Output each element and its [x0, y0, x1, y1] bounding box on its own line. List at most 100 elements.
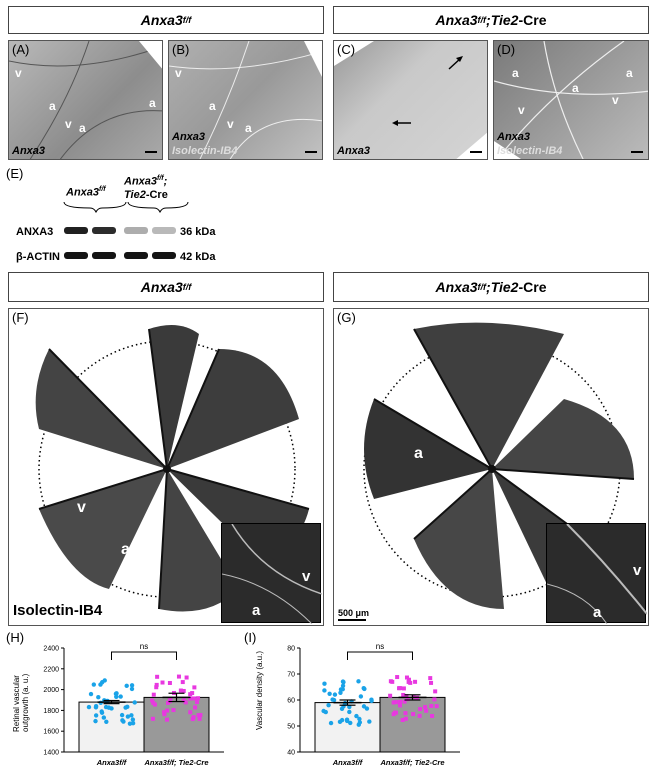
data-point: [188, 692, 193, 697]
data-point: [398, 703, 403, 708]
data-point: [151, 692, 156, 697]
data-point: [192, 685, 197, 690]
data-point: [323, 709, 328, 715]
data-point: [91, 682, 97, 687]
wb-brackets: [63, 201, 189, 214]
data-point: [403, 711, 408, 716]
data-point: [357, 716, 362, 722]
data-point: [176, 674, 181, 679]
data-point: [391, 700, 396, 705]
data-point: [188, 710, 193, 715]
data-point: [125, 704, 130, 710]
wb-band: [92, 252, 116, 259]
data-point: [118, 694, 123, 699]
wb-anxa3-size: 36 kDa: [180, 226, 216, 238]
data-point: [132, 700, 137, 705]
data-point: [337, 719, 343, 725]
panel-d-image: (D) a a a v v Anxa3 Isolectin-IB4: [493, 40, 649, 160]
wb-group-knockout: Anxa3f/f; Tie2-Cre: [124, 175, 168, 201]
data-point: [196, 713, 201, 718]
wb-actin-label: β-ACTIN: [16, 251, 60, 263]
data-point: [434, 704, 439, 709]
y-tick-label: 80: [287, 646, 295, 653]
data-point: [160, 680, 165, 685]
data-point: [162, 712, 167, 717]
panel-i-label: (I): [244, 630, 257, 645]
wb-band: [124, 252, 148, 259]
data-point: [428, 676, 433, 681]
data-point: [400, 717, 405, 722]
panel-b-image: (B) v a v a Anxa3 Isolectin-IB4: [168, 40, 323, 160]
data-point: [406, 679, 411, 684]
wb-blot: [64, 222, 176, 272]
data-point: [113, 691, 119, 697]
data-point: [403, 716, 408, 721]
wb-group-control: Anxa3f/f: [66, 186, 106, 199]
wb-band: [64, 227, 88, 234]
data-point: [424, 708, 429, 713]
data-point: [340, 679, 346, 684]
data-point: [413, 679, 418, 684]
data-point: [432, 697, 437, 702]
panel-g-inset: v a: [546, 523, 647, 624]
y-tick-label: 2200: [43, 666, 59, 673]
y-tick-label: 1400: [43, 750, 59, 757]
data-point: [347, 709, 352, 715]
data-point: [367, 719, 372, 724]
panel-c-image: (C) Anxa3: [333, 40, 488, 160]
data-point: [344, 718, 350, 724]
data-point: [125, 714, 131, 719]
data-point: [99, 710, 105, 715]
data-point: [393, 710, 398, 715]
data-point: [194, 700, 199, 705]
data-point: [395, 675, 400, 680]
y-tick-label: 60: [287, 698, 295, 705]
data-point: [411, 712, 416, 717]
data-point: [338, 687, 344, 692]
data-point: [181, 688, 186, 693]
data-point: [191, 715, 196, 720]
data-point: [101, 715, 107, 720]
data-point: [327, 691, 332, 697]
data-point: [119, 712, 125, 718]
data-point: [104, 719, 109, 725]
data-point: [430, 713, 435, 718]
data-point: [121, 719, 126, 724]
data-point: [328, 720, 334, 726]
data-point: [423, 705, 428, 710]
panel-f-inset: v a: [221, 523, 322, 624]
data-point: [402, 699, 407, 704]
data-point: [167, 680, 172, 685]
data-point: [330, 697, 335, 702]
data-point: [429, 703, 434, 708]
data-point: [150, 716, 155, 721]
data-point: [193, 705, 198, 710]
wb-band: [124, 227, 148, 234]
header-control-mid: Anxa3 f/f: [8, 272, 324, 302]
scale-bar: [145, 151, 157, 153]
chart-i-ylabel: Vascular density (a.u.): [255, 651, 264, 730]
data-point: [154, 685, 159, 690]
y-tick-label: 1800: [43, 708, 59, 715]
data-point: [339, 706, 345, 711]
y-tick-label: 40: [287, 750, 295, 757]
y-tick-label: 2400: [43, 646, 59, 653]
data-point: [397, 686, 402, 691]
data-point: [171, 708, 176, 713]
y-tick-label: 50: [287, 724, 295, 731]
wb-band: [92, 227, 116, 234]
data-point: [180, 680, 185, 685]
data-point: [388, 693, 393, 698]
data-point: [166, 700, 171, 705]
data-point: [404, 694, 409, 699]
data-point: [196, 696, 201, 701]
data-point: [369, 697, 374, 702]
significance-label: ns: [140, 642, 148, 651]
data-point: [191, 696, 196, 701]
data-point: [357, 720, 363, 725]
chart-i: 40 50 60 70 80 Anxa3f/f Anxa3f/f; Tie2-Cre ns: [287, 642, 460, 767]
wb-band: [152, 252, 176, 259]
data-point: [93, 713, 99, 718]
data-point: [181, 698, 186, 703]
wb-actin-size: 42 kDa: [180, 251, 216, 263]
